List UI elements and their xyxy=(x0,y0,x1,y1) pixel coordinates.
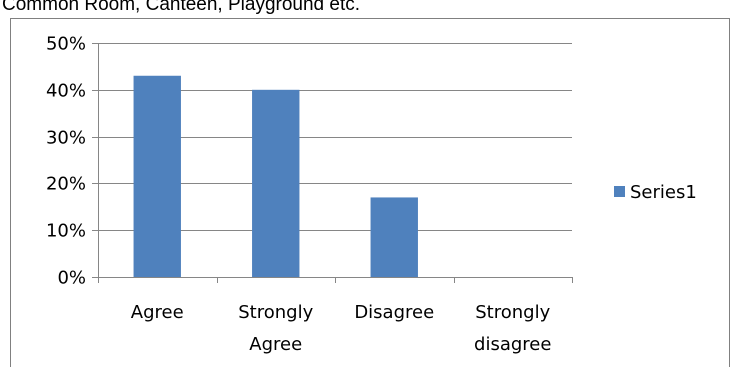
x-category-labels: Agree Strongly Agree Disagree Strongly disagr… xyxy=(131,302,552,355)
y-tick-label: 10% xyxy=(46,221,86,242)
x-category-label: Disagree xyxy=(354,302,434,323)
bar xyxy=(370,197,418,277)
legend: Series1 xyxy=(614,182,697,203)
y-tick-label: 30% xyxy=(46,128,86,149)
x-category-label: Strongly disagree xyxy=(474,302,551,355)
bar xyxy=(252,89,300,277)
chart-frame xyxy=(10,18,730,367)
legend-swatch xyxy=(614,186,625,197)
bar xyxy=(133,75,181,277)
y-tick-label: 40% xyxy=(46,81,86,102)
y-tick-label: 20% xyxy=(46,174,86,195)
legend-label: Series1 xyxy=(630,182,697,203)
bars xyxy=(133,75,418,277)
x-category-label: Agree xyxy=(131,302,184,323)
y-tick-label: 0% xyxy=(57,268,86,289)
x-category-label: Strongly Agree xyxy=(238,302,313,355)
chart-caption: Common Room, Canteen, Playground etc. xyxy=(2,0,361,15)
y-tick-label: 50% xyxy=(46,34,86,55)
y-tick-labels: 0% 10% 20% 30% 40% 50% xyxy=(46,34,86,289)
axes xyxy=(92,43,573,283)
